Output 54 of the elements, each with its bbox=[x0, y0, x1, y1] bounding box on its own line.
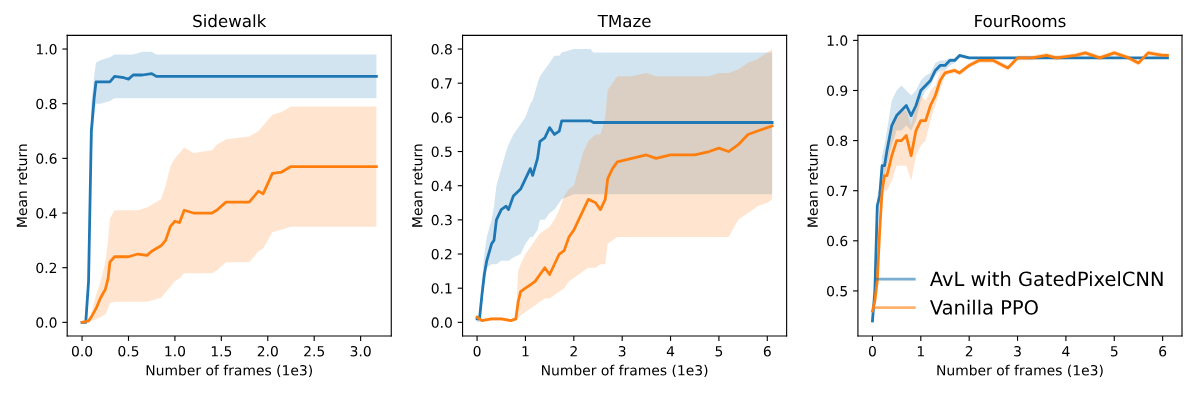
x-tick-label: 1 bbox=[917, 346, 924, 357]
y-axis-title: Mean return bbox=[16, 144, 28, 227]
y-tick-label: 0.6 bbox=[36, 153, 57, 164]
y-tick-label: 0.4 bbox=[431, 180, 453, 192]
y-tick-label: 0.8 bbox=[36, 98, 57, 110]
x-tick-label: 2 bbox=[570, 345, 577, 357]
y-tick-label: 0.6 bbox=[431, 112, 452, 123]
x-tick-label: 5 bbox=[1110, 346, 1118, 357]
x-tick-label: 2.5 bbox=[304, 345, 325, 357]
y-tick-label: 0.5 bbox=[431, 146, 452, 157]
x-tick-label: 6 bbox=[763, 345, 771, 357]
x-tick-label: 1.5 bbox=[211, 346, 232, 357]
chart-title: FourRooms bbox=[975, 14, 1066, 28]
y-tick-label: 0.8 bbox=[827, 135, 848, 147]
line-series bbox=[80, 165, 378, 324]
x-tick-label: 3 bbox=[1014, 345, 1021, 357]
y-tick-label: 0.9 bbox=[827, 85, 848, 96]
y-tick-label: 1.0 bbox=[827, 35, 848, 46]
x-tick-label: 5 bbox=[715, 346, 723, 357]
x-tick-label: 2 bbox=[965, 345, 973, 357]
chart-title: Sidewalk bbox=[193, 14, 267, 28]
y-tick-label: 0.5 bbox=[827, 285, 847, 297]
y-tick-label: 0.2 bbox=[36, 262, 57, 274]
legend-label: AvL with GatedPixelCNN bbox=[930, 271, 1163, 287]
y-tick-label: 0.3 bbox=[431, 214, 452, 226]
y-tick-label: 0.2 bbox=[431, 248, 452, 260]
x-tick-label: 1.0 bbox=[165, 345, 186, 357]
y-tick-label: 1.0 bbox=[36, 44, 57, 55]
y-tick-label: 0.1 bbox=[431, 283, 452, 294]
x-axis-title: Number of frames (1e3) bbox=[146, 364, 312, 378]
x-tick-label: 0.5 bbox=[118, 345, 139, 357]
x-axis-title: Number of frames (1e3) bbox=[937, 364, 1103, 378]
y-axis-title: Mean return bbox=[412, 144, 423, 227]
x-tick-label: 0 bbox=[473, 345, 481, 357]
y-tick-label: 0.6 bbox=[827, 235, 848, 247]
x-tick-label: 4 bbox=[1062, 346, 1070, 357]
legend-label: Vanilla PPO bbox=[930, 299, 1038, 315]
x-tick-label: 1 bbox=[522, 346, 529, 357]
x-axis-title: Number of frames (1e3) bbox=[542, 364, 708, 378]
y-tick-label: 0.8 bbox=[431, 44, 452, 55]
x-tick-label: 6 bbox=[1159, 345, 1167, 357]
x-tick-label: 4 bbox=[666, 346, 675, 357]
y-tick-label: 0.0 bbox=[431, 317, 452, 328]
x-tick-label: 3 bbox=[618, 345, 626, 357]
x-tick-label: 2.0 bbox=[257, 345, 278, 357]
y-tick-label: 0.7 bbox=[431, 78, 452, 89]
x-tick-label: 3.0 bbox=[350, 345, 371, 357]
y-tick-label: 0.0 bbox=[36, 317, 57, 328]
y-axis-title: Mean return bbox=[807, 144, 818, 227]
chart-title: TMaze bbox=[597, 14, 651, 28]
x-tick-label: 0 bbox=[868, 345, 876, 357]
x-tick-label: 0.0 bbox=[71, 345, 93, 357]
y-tick-label: 0.4 bbox=[36, 207, 57, 219]
y-tick-label: 0.7 bbox=[827, 185, 848, 197]
